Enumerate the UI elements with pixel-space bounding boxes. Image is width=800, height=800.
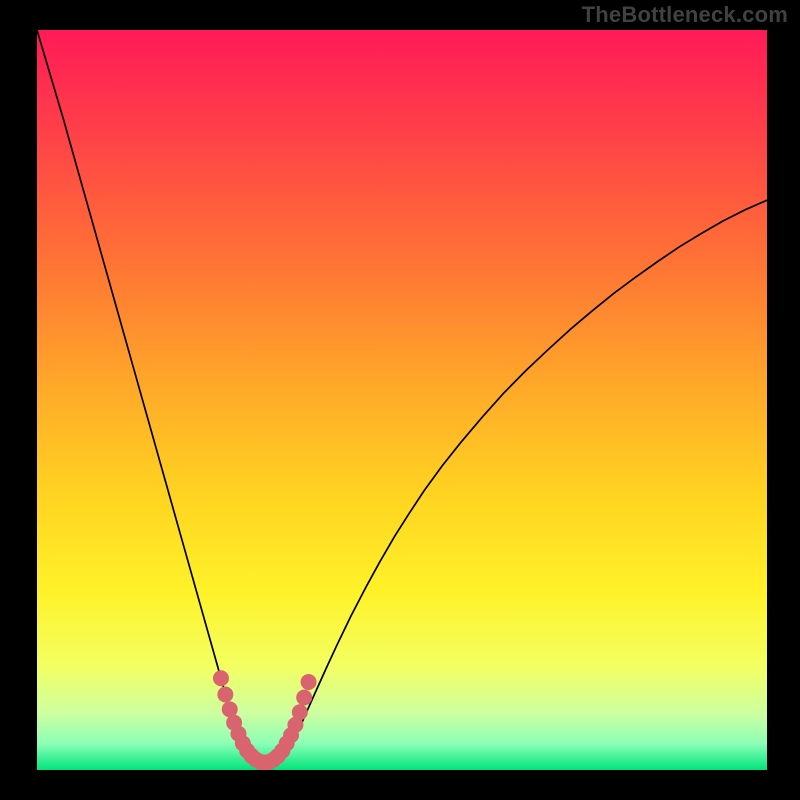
chart-svg bbox=[37, 30, 767, 770]
curve-marker bbox=[213, 671, 228, 686]
curve-marker bbox=[222, 702, 237, 717]
curve-marker bbox=[218, 687, 233, 702]
gradient-background bbox=[37, 30, 767, 770]
curve-marker bbox=[292, 705, 307, 720]
plot-area bbox=[37, 30, 767, 770]
watermark-text: TheBottleneck.com bbox=[582, 2, 788, 28]
curve-marker bbox=[301, 674, 316, 689]
curve-marker bbox=[297, 690, 312, 705]
